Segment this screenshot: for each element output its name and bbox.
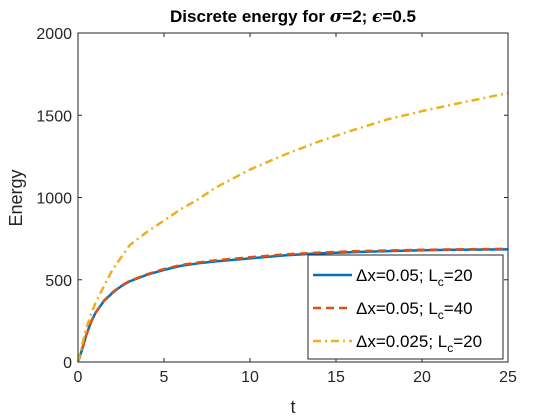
chart-title: Discrete energy for σ=2; ϵ=0.5 [170, 7, 416, 27]
legend-label-1: Δx=0.05; Lc=20 [356, 266, 473, 289]
y-tick-label: 0 [63, 355, 72, 372]
legend-label-3: Δx=0.025; Lc=20 [356, 332, 482, 355]
y-axis-label: Energy [6, 169, 26, 226]
y-tick-label: 1500 [36, 108, 72, 125]
series-line-2 [76, 247, 509, 363]
x-tick-label: 0 [74, 369, 83, 386]
y-tick-label: 2000 [36, 26, 72, 43]
y-tick-label: 500 [45, 273, 72, 290]
series-layer [76, 91, 509, 363]
x-tick-label: 20 [413, 369, 431, 386]
x-tick-label: 5 [160, 369, 169, 386]
y-tick-label: 1000 [36, 191, 72, 208]
tick-layer: 0 5 10 15 20 25 0 500 1000 1500 2000 [36, 26, 517, 386]
x-tick-label: 15 [327, 369, 345, 386]
x-tick-label: 10 [241, 369, 259, 386]
legend: Δx=0.05; Lc=20 Δx=0.05; Lc=40 Δx=0.025; Lc… [307, 254, 504, 360]
x-tick-label: 25 [499, 369, 517, 386]
x-axis-label: t [290, 397, 295, 417]
legend-label-2: Δx=0.05; Lc=40 [356, 299, 473, 322]
